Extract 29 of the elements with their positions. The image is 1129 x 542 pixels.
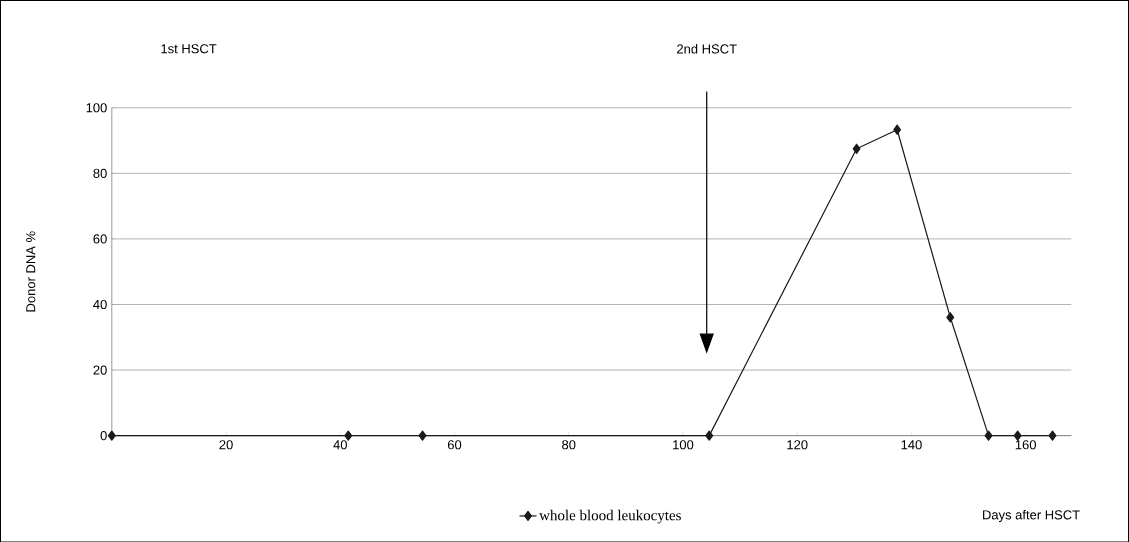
- point: [852, 143, 861, 154]
- point: [1048, 430, 1057, 441]
- point: [984, 430, 993, 441]
- x-tick-label: 120: [787, 439, 808, 450]
- point: [344, 430, 353, 441]
- y-tick-label: 60: [93, 234, 107, 244]
- point: [893, 124, 902, 135]
- y-tick-label: 0: [100, 430, 107, 441]
- x-tick-label: 60: [447, 439, 462, 450]
- point: [705, 430, 714, 441]
- x-tick-label: 20: [219, 439, 233, 450]
- x-tick-label: 140: [901, 439, 922, 450]
- x-tick-label: 80: [562, 439, 576, 450]
- text: 1st HSCT: [161, 43, 217, 54]
- x-tick-label: 100: [673, 439, 694, 450]
- y-axis-title: Donor DNA %: [26, 231, 36, 312]
- x-axis-title: Days after HSCT: [983, 509, 1080, 522]
- y-tick-label: 20: [93, 365, 107, 375]
- point: [107, 430, 116, 441]
- point: [418, 430, 427, 441]
- y-tick-label: 100: [86, 102, 107, 113]
- text: 2nd HSCT: [677, 43, 737, 54]
- point: [1013, 430, 1022, 441]
- y-tick-label: 40: [93, 299, 107, 309]
- x-tick-label: 160: [1015, 439, 1036, 450]
- point: [946, 311, 955, 323]
- legend-label: whole blood leukocytes: [539, 509, 681, 524]
- x-tick-label: 40: [333, 439, 347, 450]
- y-tick-label: 80: [93, 168, 107, 178]
